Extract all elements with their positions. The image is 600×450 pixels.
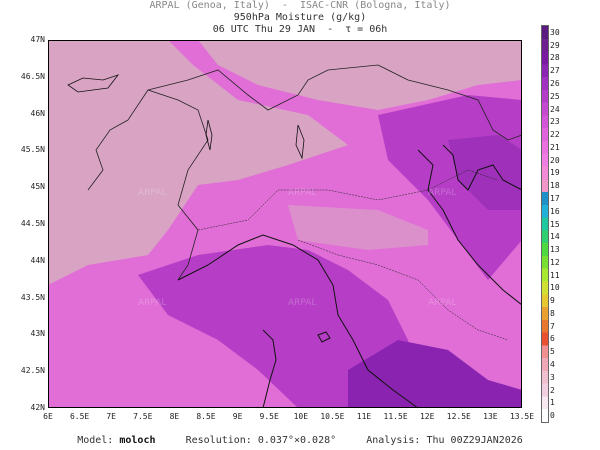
analysis-label: Analysis:	[366, 435, 421, 446]
coast-adriatic	[417, 149, 523, 306]
border-apennines	[297, 239, 509, 341]
colorbar-label: 19	[550, 168, 560, 178]
colorbar-label: 2	[550, 385, 555, 395]
border-austria-slovenia	[327, 64, 523, 141]
watermark-3: ARPAL	[428, 188, 456, 198]
colorbar-label: 29	[550, 40, 560, 50]
model-label: Model:	[77, 435, 114, 446]
lake-geneva	[67, 74, 120, 93]
colorbar-label: 14	[550, 232, 560, 242]
lat-tick-label: 42.5N	[20, 366, 45, 376]
lon-tick-label: 6E	[43, 412, 53, 421]
colorbar-label: 3	[550, 372, 555, 382]
colorbar-label: 18	[550, 181, 560, 191]
model-value: moloch	[119, 435, 156, 446]
lon-tick-label: 10E	[293, 412, 309, 421]
colorbar-label: 16	[550, 206, 560, 216]
field-dry-alps-east	[198, 40, 522, 110]
colorbar-label: 25	[550, 91, 560, 101]
lon-tick-label: 11.5E	[383, 412, 408, 421]
lon-tick-label: 13E	[483, 412, 498, 421]
watermark-5: ARPAL	[288, 298, 316, 308]
map-canvas: ARPAL ARPAL ARPAL ARPAL ARPAL ARPAL	[48, 40, 523, 409]
header-variable: 950hPa Moisture (g/kg)	[233, 12, 367, 23]
colorbar-label: 21	[550, 142, 560, 152]
lat-tick-label: 45.5N	[20, 145, 45, 155]
colorbar	[541, 25, 549, 423]
lat-tick-label: 44.5N	[20, 219, 45, 228]
field-dry-po	[288, 205, 428, 250]
coast-istria	[442, 144, 523, 191]
lat-tick-label: 47N	[30, 35, 45, 44]
lon-tick-label: 13.5E	[509, 412, 535, 421]
colorbar-label: 6	[550, 334, 555, 344]
colorbar-label: 26	[550, 78, 560, 88]
analysis-value: Thu 00Z29JAN2026	[426, 435, 523, 446]
coast-liguria-tuscany	[177, 234, 419, 409]
colorbar-label: 13	[550, 245, 560, 255]
map-frame	[48, 40, 522, 408]
field-wettest-tyrrhenian	[348, 340, 522, 408]
lon-tick-label: 9E	[232, 412, 243, 421]
colorbar-label: 10	[550, 283, 560, 293]
map-header: ARPAL (Genoa, Italy) - ISAC-CNR (Bologna…	[0, 0, 600, 36]
watermark-1: ARPAL	[138, 188, 166, 198]
field-wettest-adriatic	[448, 135, 522, 210]
colorbar-label: 20	[550, 155, 560, 165]
lon-tick-label: 10.5E	[320, 412, 345, 421]
watermark-6: ARPAL	[428, 298, 456, 308]
lat-tick-label: 43N	[30, 329, 45, 339]
colorbar-label: 27	[550, 66, 560, 76]
lat-tick-label: 42N	[30, 403, 45, 412]
lat-tick-label: 43.5N	[20, 292, 45, 302]
lon-tick-label: 11E	[356, 412, 372, 421]
moisture-map: ARPAL ARPAL ARPAL ARPAL ARPAL ARPAL	[48, 40, 523, 409]
lon-tick-label: 12E	[419, 412, 435, 421]
colorbar-label: 1	[550, 398, 555, 408]
colorbar-label: 11	[550, 270, 560, 280]
colorbar-label: 22	[550, 130, 560, 140]
lat-tick-label: 44N	[30, 255, 45, 265]
lon-tick-label: 6.5E	[69, 412, 90, 421]
watermark-4: ARPAL	[138, 298, 166, 308]
colorbar-label: 5	[550, 347, 555, 357]
map-footer: Model: moloch Resolution: 0.037°×0.028° …	[0, 435, 600, 446]
lat-tick-label: 45N	[30, 182, 45, 192]
colorbar-label: 7	[550, 321, 555, 331]
resolution-value: 0.037°×0.028°	[257, 435, 337, 446]
lon-tick-label: 9.5E	[259, 412, 279, 421]
lon-tick-label: 8E	[169, 412, 180, 421]
border-france-italy	[87, 89, 209, 281]
lon-tick-label: 8.5E	[196, 412, 216, 421]
lake-garda	[295, 124, 305, 160]
border-regions-north	[197, 169, 499, 231]
colorbar-label: 0	[550, 411, 555, 421]
lake-maggiore	[205, 119, 213, 151]
colorbar-label: 17	[550, 193, 560, 203]
colorbar-label: 30	[550, 27, 560, 37]
lon-tick-label: 7.5E	[133, 412, 153, 421]
field-wet-ligurian	[138, 245, 418, 408]
colorbar-label: 9	[550, 296, 555, 306]
colorbar-label: 12	[550, 257, 560, 267]
colorbar-label: 23	[550, 117, 560, 127]
colorbar-label: 15	[550, 219, 560, 229]
resolution-label: Resolution:	[185, 435, 252, 446]
lat-tick-label: 46.5N	[20, 71, 45, 81]
header-institutions: ARPAL (Genoa, Italy) - ISAC-CNR (Bologna…	[149, 0, 451, 11]
colorbar-label: 28	[550, 53, 560, 63]
lon-tick-label: 7E	[106, 412, 116, 421]
field-dry-west	[48, 40, 348, 285]
header-valid-time: 06 UTC Thu 29 JAN - τ = 06h	[212, 24, 388, 35]
colorbar-label: 24	[550, 104, 560, 114]
colorbar-label: 4	[550, 360, 555, 370]
watermark-2: ARPAL	[288, 188, 316, 198]
lat-tick-label: 46N	[30, 108, 45, 118]
border-switzerland	[147, 69, 329, 111]
colorbar-label: 8	[550, 308, 555, 318]
island-elba	[317, 331, 331, 343]
lon-tick-label: 12.5E	[446, 412, 471, 421]
coast-corsica	[262, 329, 277, 409]
